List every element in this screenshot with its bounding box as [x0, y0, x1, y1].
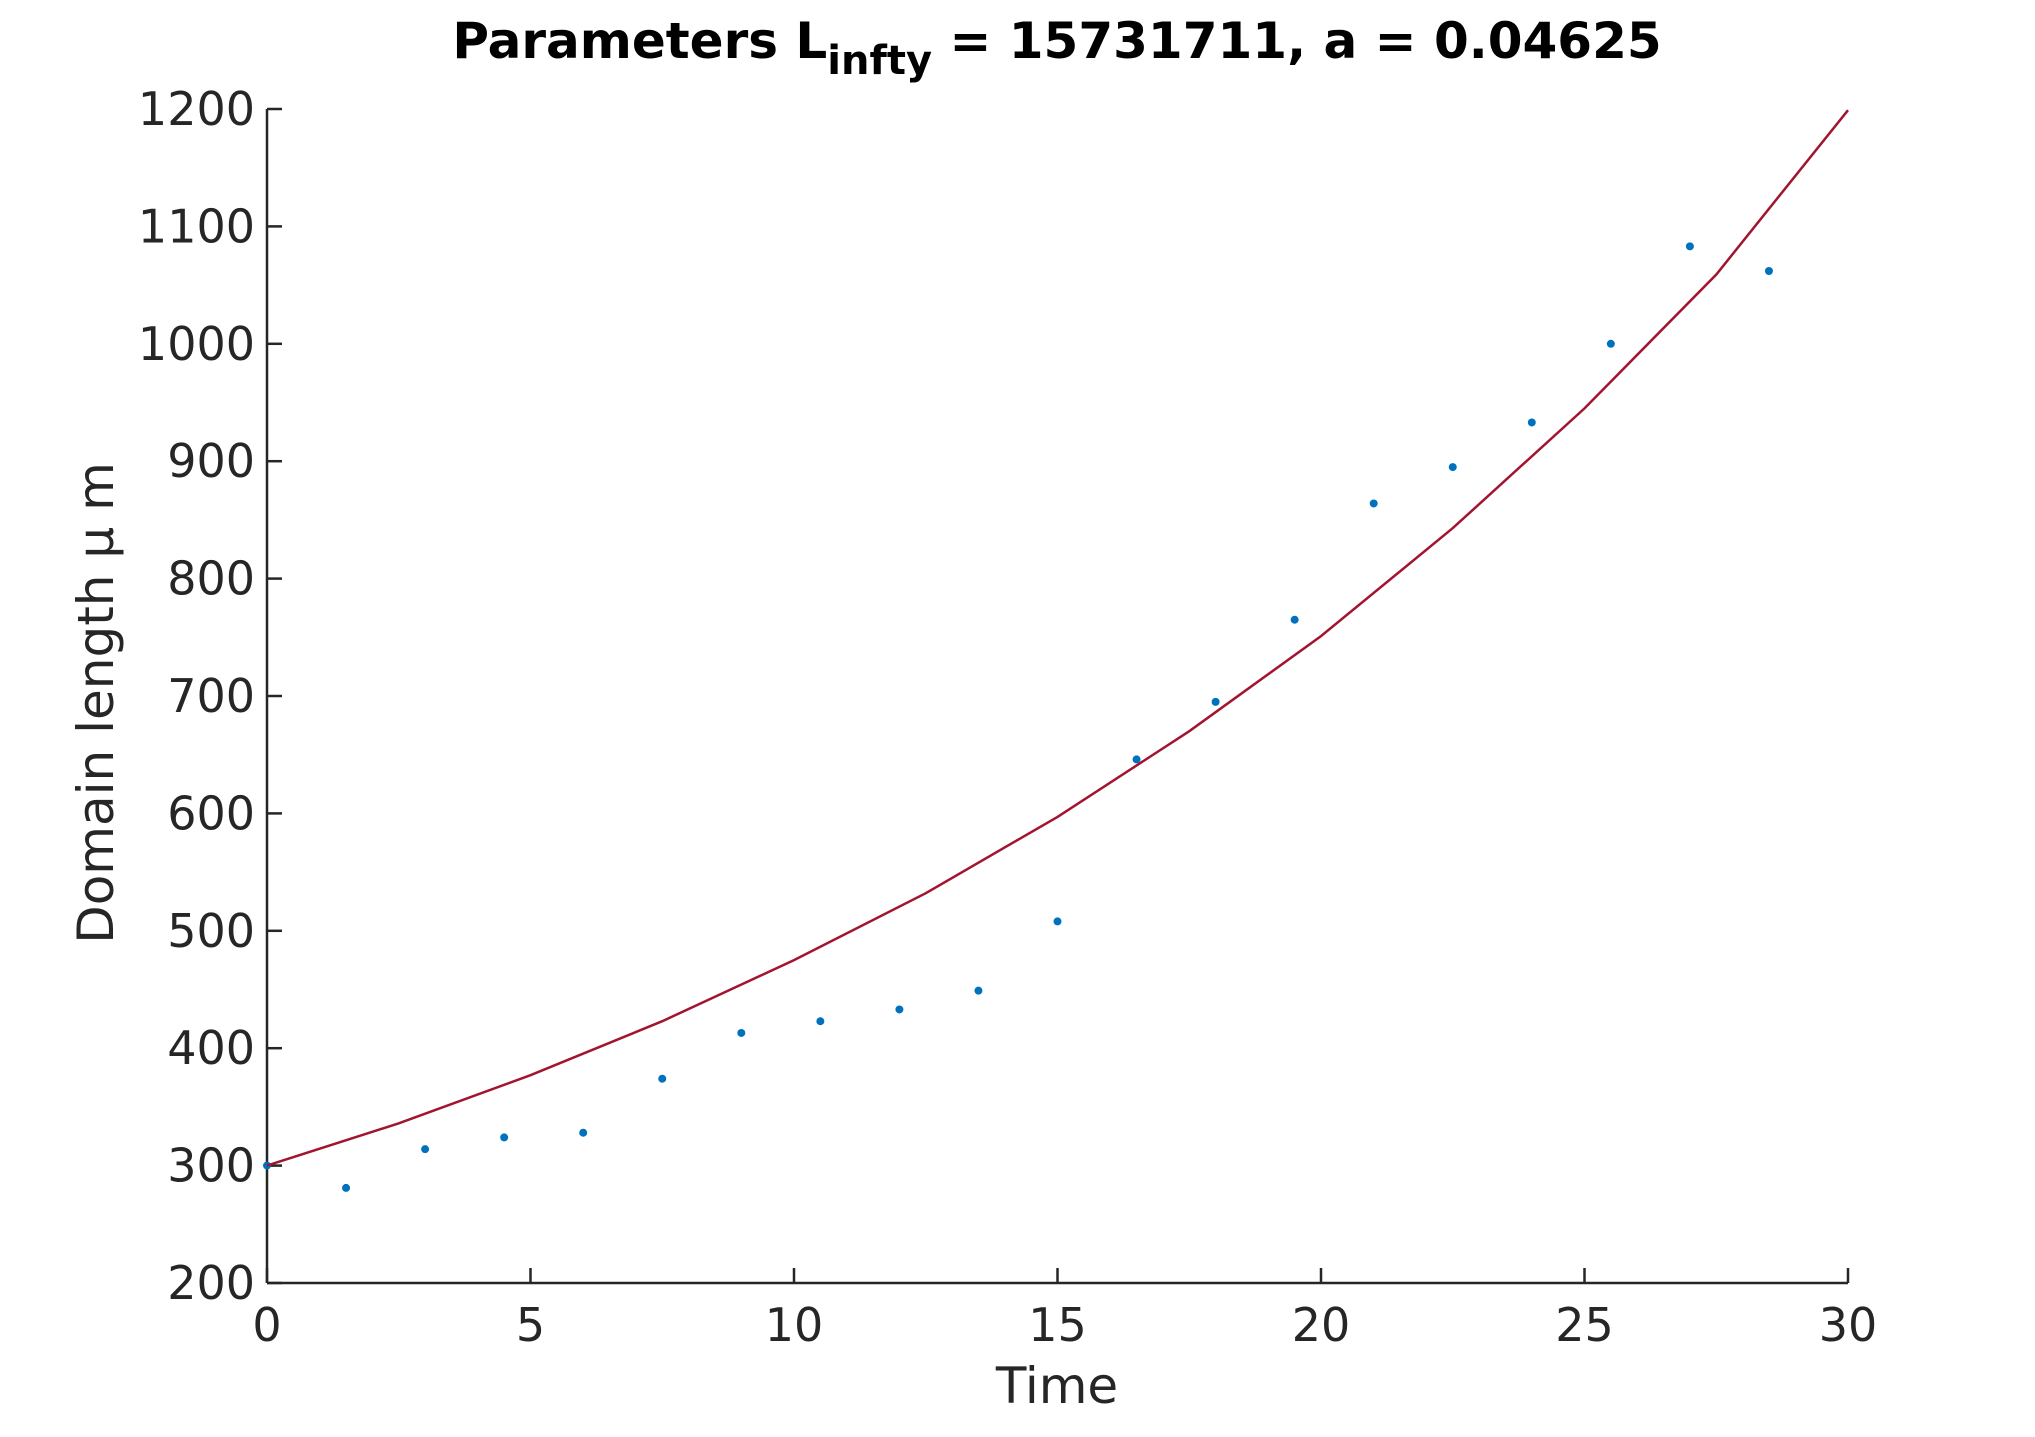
x-tick-label: 30 [1819, 1298, 1878, 1352]
data-point [1527, 418, 1536, 427]
x-axis-label: Time [995, 1357, 1118, 1415]
data-point [1606, 339, 1615, 348]
data-point [1764, 267, 1773, 276]
data-point [500, 1133, 509, 1142]
data-point [1685, 242, 1694, 251]
data-point [895, 1005, 904, 1014]
y-tick-label: 700 [167, 669, 255, 723]
x-tick-label: 10 [765, 1298, 824, 1352]
data-point [1369, 499, 1378, 508]
y-tick-label: 1200 [138, 82, 255, 136]
data-point [816, 1017, 825, 1026]
data-point [974, 986, 983, 995]
x-tick-label: 0 [252, 1298, 281, 1352]
y-tick-label: 200 [167, 1256, 255, 1310]
chart-title-subscript: infty [827, 38, 932, 84]
y-tick-label: 800 [167, 552, 255, 606]
fit-curve [266, 109, 1849, 1167]
data-point [1448, 463, 1457, 472]
x-tick-label: 5 [516, 1298, 545, 1352]
y-tick-label: 1100 [138, 199, 255, 253]
data-point [1053, 917, 1062, 926]
y-tick-label: 900 [167, 434, 255, 488]
x-tick-label: 20 [1292, 1298, 1351, 1352]
chart-title-rest: = 15731711, a = 0.04625 [932, 12, 1662, 70]
data-point [658, 1074, 667, 1083]
y-tick-label: 400 [167, 1021, 255, 1075]
y-tick-label: 500 [167, 904, 255, 958]
y-tick-label: 300 [167, 1139, 255, 1193]
chart-title-main: Parameters L [452, 12, 827, 70]
y-tick-label: 600 [167, 786, 255, 840]
x-axis-ticks: 0 5 10 15 20 25 30 [252, 1268, 1877, 1352]
data-point [1211, 697, 1220, 706]
x-tick-label: 15 [1028, 1298, 1087, 1352]
x-tick-label: 25 [1555, 1298, 1614, 1352]
data-point [1132, 755, 1141, 764]
data-point [421, 1145, 430, 1154]
y-tick-label: 1000 [138, 317, 255, 371]
data-point [342, 1183, 351, 1192]
plot-axes [265, 109, 1848, 1285]
chart-title: Parameters Linfty = 15731711, a = 0.0462… [452, 12, 1661, 84]
data-point [579, 1128, 588, 1137]
y-axis-ticks: 200 300 400 500 600 700 800 900 1000 1100 1200 [138, 82, 282, 1310]
data-point [1290, 615, 1299, 624]
y-axis-label: Domain length μ m [67, 462, 125, 944]
data-point [737, 1028, 746, 1037]
series-layer [263, 109, 1849, 1192]
